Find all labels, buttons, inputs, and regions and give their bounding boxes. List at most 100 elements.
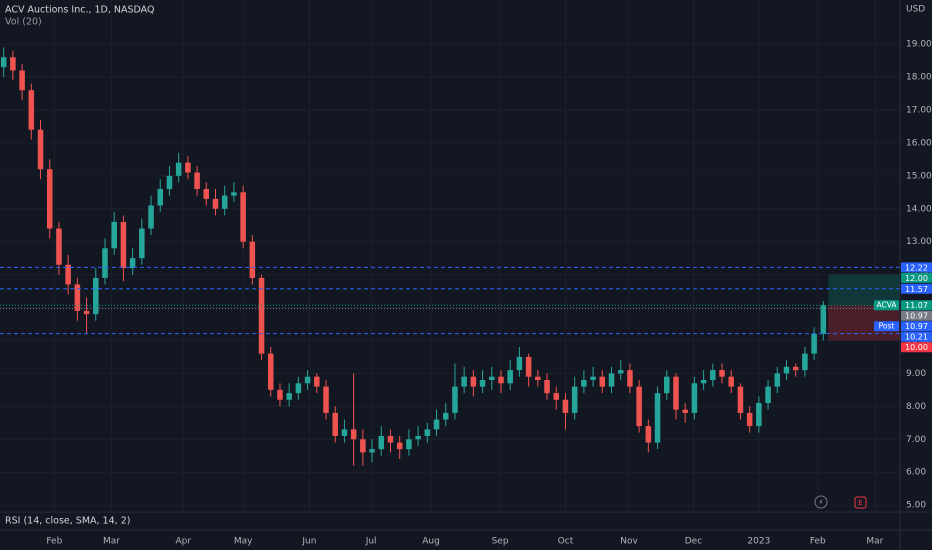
x-tick-label: May <box>234 537 253 547</box>
candle-body <box>295 383 302 394</box>
candle-body <box>507 370 513 384</box>
currency: USD <box>906 5 925 15</box>
candle-body <box>774 373 781 387</box>
price-label: 10.97 <box>905 322 928 331</box>
grid <box>0 0 900 512</box>
x-tick-label: Mar <box>866 537 883 547</box>
candle-body <box>746 412 753 427</box>
candle-body <box>765 386 771 404</box>
candle-body <box>590 376 596 380</box>
y-tick-label: 16.00 <box>906 138 932 148</box>
candle-body <box>102 248 108 278</box>
price-label-box <box>901 300 932 311</box>
candle-body <box>56 228 62 265</box>
candle-body <box>645 426 652 443</box>
candle-body <box>719 370 725 377</box>
candle-body <box>654 393 661 443</box>
candle-body <box>267 353 274 390</box>
candle-body <box>461 376 467 387</box>
candle-body <box>378 435 385 450</box>
candle-body <box>489 376 495 380</box>
x-tick-label: Aug <box>422 537 440 547</box>
candle-body <box>673 376 679 410</box>
candle-body <box>332 412 338 436</box>
tag-box <box>874 300 899 311</box>
candle-body <box>433 419 440 430</box>
x-tick-label: Oct <box>558 537 574 547</box>
candle-body <box>636 386 642 427</box>
candle-body <box>231 192 237 196</box>
x-tick-label: 2023 <box>747 537 770 547</box>
x-tick-label: Feb <box>810 537 826 547</box>
candle-body <box>581 379 587 387</box>
candle-body <box>258 277 265 354</box>
candle-body <box>46 169 53 229</box>
candle-body <box>424 429 431 436</box>
candle-body <box>415 435 421 440</box>
profit-zone <box>828 274 900 306</box>
x-tick-label: Jun <box>301 537 316 547</box>
candle-body <box>553 393 560 400</box>
price-label-box <box>901 321 932 332</box>
price-label: 11.57 <box>905 285 928 294</box>
candle-body <box>203 189 210 199</box>
price-label: 10.00 <box>905 343 928 352</box>
y-tick-label: 5.00 <box>906 501 926 511</box>
candle-body <box>120 221 127 269</box>
y-tick-label: 14.00 <box>906 204 932 214</box>
candle-body <box>599 376 606 387</box>
candle-body <box>562 399 569 413</box>
y-tick-label: 6.00 <box>906 468 926 478</box>
price-label-box <box>901 262 932 273</box>
candle-body <box>129 258 136 269</box>
candle-body <box>360 439 366 453</box>
candle-body <box>249 241 256 278</box>
candle-body <box>341 429 348 436</box>
candle-body <box>185 162 191 173</box>
y-tick-label: 8.00 <box>906 402 926 412</box>
candle-body <box>323 386 329 413</box>
candle-body <box>212 198 219 209</box>
candle-body <box>175 162 182 176</box>
candle-body <box>286 393 292 400</box>
x-tick-label: Mar <box>103 537 120 547</box>
candle-body <box>544 379 550 394</box>
candle-body <box>369 449 375 453</box>
candle-body <box>535 376 541 380</box>
candle-body <box>221 195 228 209</box>
x-tick-label: Jul <box>365 537 377 547</box>
candle-body <box>820 305 827 334</box>
x-tick-label: Feb <box>46 537 62 547</box>
y-tick-label: 15.00 <box>906 171 932 181</box>
earnings-icon[interactable]: E <box>854 496 867 509</box>
candle-body <box>442 412 449 420</box>
price-label: 11.07 <box>905 301 928 310</box>
candle-body <box>139 228 145 259</box>
dividend-icon[interactable]: ⚡ <box>814 495 828 509</box>
candle-body <box>608 373 615 387</box>
candle-body <box>93 277 99 315</box>
candle-body <box>452 386 458 413</box>
candle-body <box>396 442 403 450</box>
candle-body <box>756 403 762 427</box>
candle-body <box>811 333 817 354</box>
candle-body <box>111 221 117 249</box>
candle-body <box>525 356 532 377</box>
candle-body <box>194 172 200 190</box>
price-label: 12.22 <box>905 263 928 272</box>
candle-body <box>0 57 7 68</box>
tag-label: ACVA <box>876 301 897 310</box>
y-tick-label: 9.00 <box>906 369 926 379</box>
candle-body <box>710 370 716 380</box>
y-tick-label: 19.00 <box>906 40 932 50</box>
candle-body <box>277 389 283 400</box>
candle-body <box>148 205 154 229</box>
price-label-box <box>901 331 932 342</box>
candle-body <box>691 383 698 413</box>
candle-body <box>10 57 16 71</box>
candle-body <box>802 353 808 371</box>
candle-body <box>664 376 670 394</box>
candle-body <box>166 175 173 190</box>
candle-body <box>314 376 320 387</box>
